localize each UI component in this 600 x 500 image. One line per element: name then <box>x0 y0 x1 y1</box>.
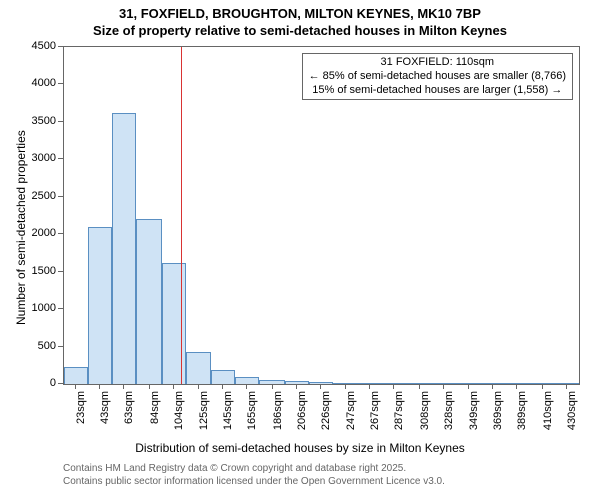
histogram-bar <box>382 383 406 384</box>
property-size-histogram: 31, FOXFIELD, BROUGHTON, MILTON KEYNES, … <box>0 0 600 500</box>
x-tick-label: 84sqm <box>149 391 161 441</box>
title-line-1: 31, FOXFIELD, BROUGHTON, MILTON KEYNES, … <box>0 6 600 23</box>
plot-area: 31 FOXFIELD: 110sqm← 85% of semi-detache… <box>63 46 580 385</box>
x-tick <box>173 384 174 389</box>
x-tick <box>393 384 394 389</box>
x-tick-label: 410sqm <box>542 391 554 441</box>
x-tick <box>516 384 517 389</box>
y-tick-label: 0 <box>16 377 56 389</box>
x-tick-label: 186sqm <box>272 391 284 441</box>
x-tick <box>566 384 567 389</box>
x-tick-label: 430sqm <box>566 391 578 441</box>
x-tick <box>345 384 346 389</box>
histogram-bar <box>112 113 136 384</box>
x-tick-label: 328sqm <box>443 391 455 441</box>
chart-footer: Contains HM Land Registry data © Crown c… <box>63 463 445 488</box>
x-tick <box>320 384 321 389</box>
x-tick <box>468 384 469 389</box>
histogram-bar <box>64 367 88 384</box>
x-tick-label: 369sqm <box>492 391 504 441</box>
y-tick <box>58 233 63 234</box>
x-tick <box>272 384 273 389</box>
y-tick-label: 500 <box>16 340 56 352</box>
footer-line-1: Contains HM Land Registry data © Crown c… <box>63 463 445 476</box>
y-tick-label: 2500 <box>16 190 56 202</box>
y-tick <box>58 158 63 159</box>
y-tick <box>58 308 63 309</box>
title-line-2: Size of property relative to semi-detach… <box>0 23 600 40</box>
annotation-line: 15% of semi-detached houses are larger (… <box>309 84 566 98</box>
histogram-bar <box>88 227 112 384</box>
x-tick-label: 349sqm <box>468 391 480 441</box>
reference-line <box>181 47 182 384</box>
y-tick-label: 4500 <box>16 40 56 52</box>
histogram-bar <box>162 263 186 384</box>
x-tick <box>222 384 223 389</box>
x-tick-label: 389sqm <box>516 391 528 441</box>
x-tick-label: 247sqm <box>345 391 357 441</box>
x-tick <box>246 384 247 389</box>
y-tick <box>58 196 63 197</box>
x-tick <box>492 384 493 389</box>
x-tick <box>123 384 124 389</box>
x-tick <box>296 384 297 389</box>
x-tick-label: 267sqm <box>369 391 381 441</box>
y-tick-label: 3000 <box>16 152 56 164</box>
histogram-bar <box>211 370 235 384</box>
y-tick <box>58 271 63 272</box>
x-tick-label: 165sqm <box>246 391 258 441</box>
y-tick <box>58 121 63 122</box>
x-tick-label: 206sqm <box>296 391 308 441</box>
x-tick <box>198 384 199 389</box>
y-tick <box>58 46 63 47</box>
y-tick-label: 1500 <box>16 265 56 277</box>
x-tick-label: 104sqm <box>173 391 185 441</box>
x-tick <box>419 384 420 389</box>
y-tick-label: 1000 <box>16 302 56 314</box>
x-tick <box>99 384 100 389</box>
histogram-bar <box>186 352 211 384</box>
x-tick <box>443 384 444 389</box>
x-tick-label: 226sqm <box>320 391 332 441</box>
x-tick <box>542 384 543 389</box>
y-tick <box>58 346 63 347</box>
x-tick <box>75 384 76 389</box>
x-tick-label: 43sqm <box>99 391 111 441</box>
x-tick-label: 125sqm <box>198 391 210 441</box>
annotation-line: 31 FOXFIELD: 110sqm <box>309 56 566 70</box>
annotation-box: 31 FOXFIELD: 110sqm← 85% of semi-detache… <box>302 53 573 100</box>
y-tick <box>58 83 63 84</box>
chart-title: 31, FOXFIELD, BROUGHTON, MILTON KEYNES, … <box>0 0 600 40</box>
histogram-bar <box>136 219 161 384</box>
x-tick <box>369 384 370 389</box>
x-tick-label: 63sqm <box>123 391 135 441</box>
y-tick <box>58 383 63 384</box>
annotation-line: ← 85% of semi-detached houses are smalle… <box>309 70 566 84</box>
x-tick <box>149 384 150 389</box>
histogram-bar <box>235 377 259 384</box>
y-tick-label: 2000 <box>16 227 56 239</box>
x-tick-label: 308sqm <box>419 391 431 441</box>
y-tick-label: 3500 <box>16 115 56 127</box>
x-tick-label: 145sqm <box>222 391 234 441</box>
x-axis-label: Distribution of semi-detached houses by … <box>0 441 600 455</box>
footer-line-2: Contains public sector information licen… <box>63 476 445 489</box>
y-tick-label: 4000 <box>16 77 56 89</box>
x-tick-label: 23sqm <box>75 391 87 441</box>
x-tick-label: 287sqm <box>393 391 405 441</box>
